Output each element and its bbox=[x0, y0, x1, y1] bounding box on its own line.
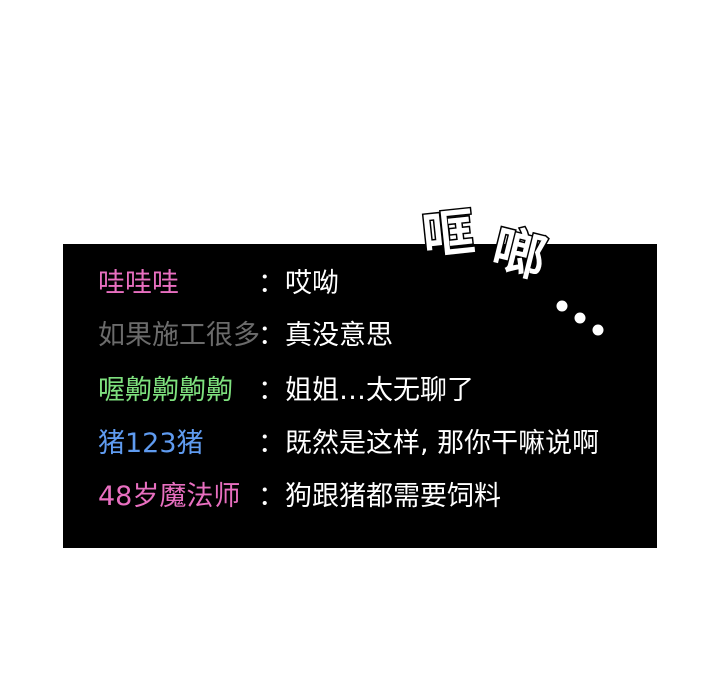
chat-message: 48岁魔法师 ：狗跟猪都需要饲料 bbox=[98, 477, 501, 517]
chat-panel: 哇哇哇 ：哎呦 如果施工很多 ：真没意思 喔齁齁齁齁 ：姐姐…太无聊了 猪123… bbox=[63, 244, 657, 548]
chat-message: 哇哇哇 ：哎呦 bbox=[98, 264, 339, 304]
chat-username: 哇哇哇 bbox=[98, 268, 179, 299]
chat-text: ：姐姐…太无聊了 bbox=[258, 375, 474, 406]
ellipsis-dots bbox=[553, 297, 607, 339]
chat-username: 喔齁齁齁齁 bbox=[98, 375, 233, 406]
chat-text: ：真没意思 bbox=[258, 320, 393, 351]
chat-username: 48岁魔法师 bbox=[98, 481, 241, 512]
sound-effect-char-1: 哐 bbox=[420, 203, 478, 268]
dot-icon bbox=[571, 309, 589, 327]
chat-message: 猪123猪 ：既然是这样, 那你干嘛说啊 bbox=[98, 424, 599, 464]
chat-message: 如果施工很多 ：真没意思 bbox=[98, 316, 393, 356]
chat-username: 如果施工很多 bbox=[98, 320, 260, 351]
sound-effect: 哐 啷 bbox=[418, 190, 620, 350]
chat-text: ：哎呦 bbox=[258, 268, 339, 299]
chat-text: ：既然是这样, 那你干嘛说啊 bbox=[258, 428, 600, 459]
dot-icon bbox=[589, 321, 607, 339]
dot-icon bbox=[553, 297, 571, 315]
chat-username: 猪123猪 bbox=[98, 428, 204, 459]
chat-text: ：狗跟猪都需要饲料 bbox=[258, 481, 501, 512]
chat-message: 喔齁齁齁齁 ：姐姐…太无聊了 bbox=[98, 371, 474, 411]
sound-effect-graphic: 哐 啷 bbox=[418, 201, 607, 339]
sound-effect-char-2: 啷 bbox=[486, 219, 551, 290]
